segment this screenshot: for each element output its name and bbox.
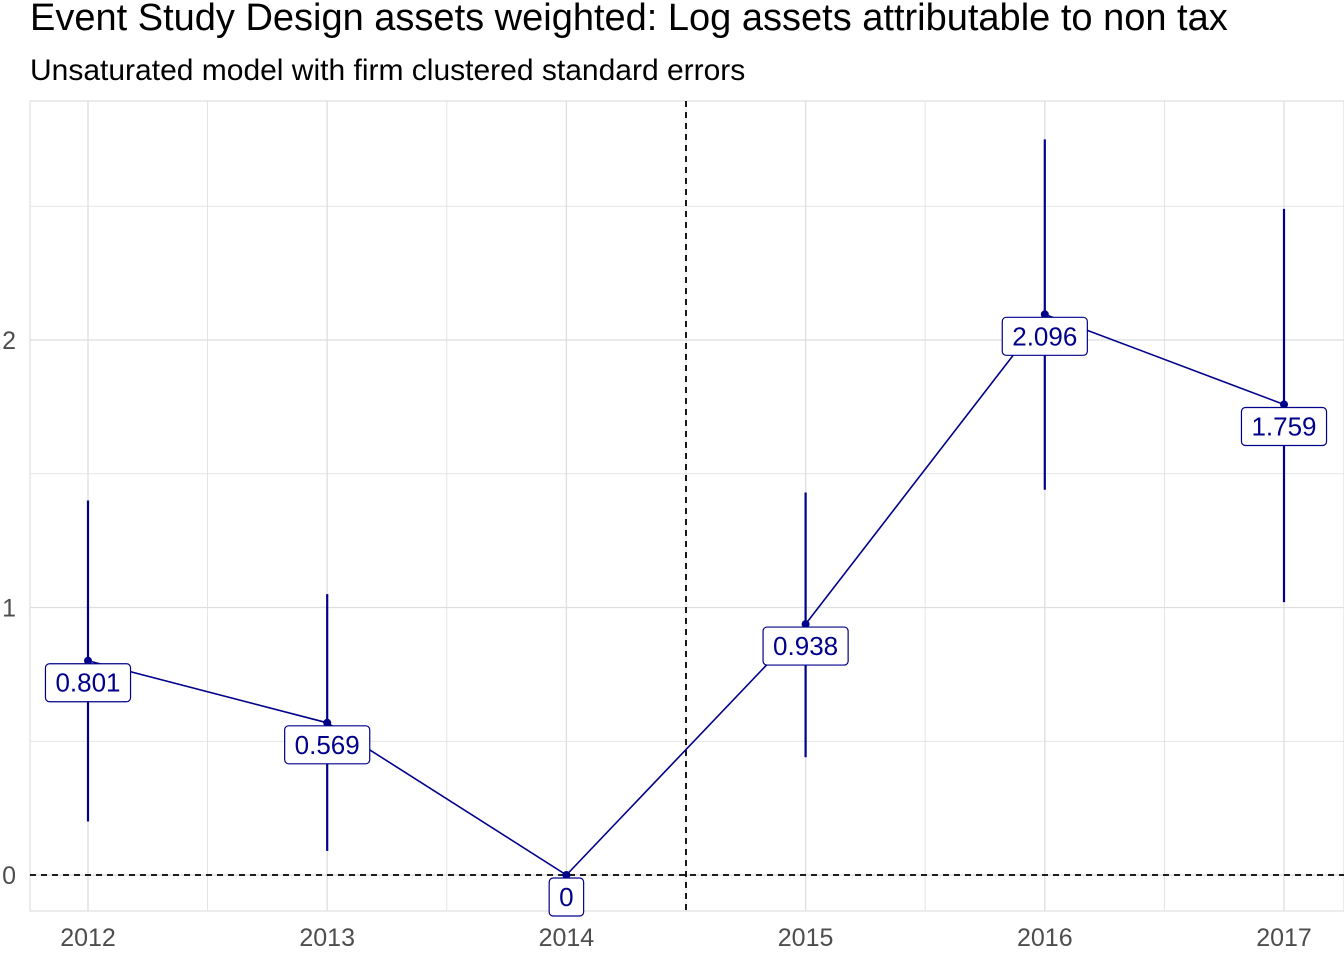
x-tick-label-2015: 2015: [778, 924, 834, 952]
y-tick-label-1: 1: [2, 595, 16, 623]
data-label-2017: 1.759: [1251, 411, 1316, 441]
x-tick-label-2013: 2013: [299, 924, 355, 952]
data-point-2013: [323, 718, 332, 727]
chart-subtitle: Unsaturated model with firm clustered st…: [30, 54, 745, 87]
data-label-box-2016: [1001, 316, 1088, 356]
data-point-2012: [84, 656, 92, 665]
x-tick-label-2016: 2016: [1017, 924, 1073, 952]
y-axis-ticks: 0 1 2: [2, 327, 16, 890]
data-label-2013: 0.569: [295, 730, 360, 760]
data-label-2015: 0.938: [773, 631, 838, 661]
data-label-box-2014: [548, 877, 585, 917]
data-label-box-2017: [1240, 406, 1328, 447]
x-tick-label-2014: 2014: [539, 924, 595, 952]
data-points: [84, 310, 1288, 879]
x-axis-ticks: 2012 2013 2014 2015 2016 2017: [60, 924, 1312, 952]
data-label-2016: 2.096: [1012, 321, 1077, 351]
data-point-2016: [1040, 310, 1049, 319]
data-label-box-2012: [44, 663, 132, 703]
x-tick-label-2017: 2017: [1256, 924, 1312, 952]
data-labels: 0.801 0.569 0 0.938 2.096 1.759: [44, 316, 1328, 917]
chart-title: Event Study Design assets weighted: Log …: [30, 0, 1228, 39]
data-point-2015: [801, 620, 810, 629]
grid-lines: [29, 100, 1344, 912]
data-point-2017: [1280, 400, 1288, 409]
data-label-box-2015: [762, 626, 849, 666]
y-tick-label-0: 0: [2, 862, 16, 890]
y-tick-label-2: 2: [2, 327, 16, 355]
plot-panel-border: [29, 100, 1344, 912]
reference-lines: [30, 101, 1344, 911]
data-label-box-2013: [284, 725, 371, 765]
x-tick-label-2012: 2012: [60, 924, 116, 952]
data-label-2014: 0: [559, 882, 573, 912]
data-point-2014: [562, 871, 571, 879]
data-label-2012: 0.801: [55, 668, 120, 698]
